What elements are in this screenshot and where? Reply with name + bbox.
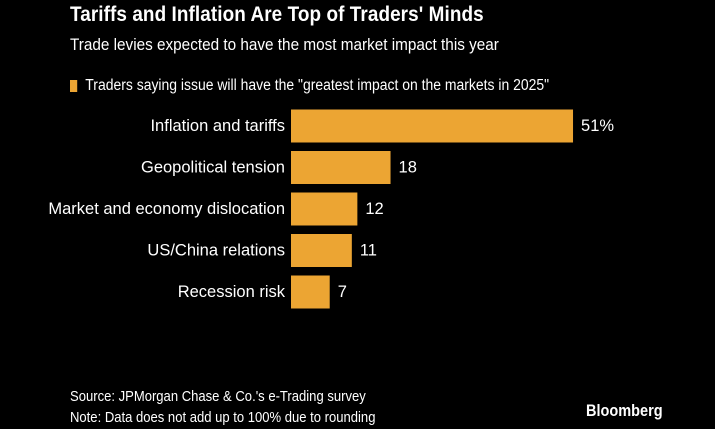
category-label-2: Market and economy dislocation [48,200,285,218]
bloomberg-logo: Bloomberg [586,402,663,420]
bar-0 [291,109,574,143]
footnote: Note: Data does not add up to 100% due t… [70,410,376,426]
category-label-1: Geopolitical tension [141,159,285,177]
value-label-2: 12 [365,200,383,218]
chart-title: Tariffs and Inflation Are Top of Traders… [70,3,484,26]
value-label-0: 51% [581,117,614,135]
legend-swatch [70,80,78,92]
bar-3 [291,234,352,267]
legend: Traders saying issue will have the "grea… [70,77,549,95]
bar-1 [291,151,391,184]
category-label-3: US/China relations [147,242,285,260]
category-label-4: Recession risk [178,283,286,301]
value-label-3: 11 [360,242,377,260]
legend-label: Traders saying issue will have the "grea… [85,77,550,94]
bar-2 [291,192,358,226]
value-label-4: 7 [338,283,347,301]
value-label-1: 18 [399,159,417,177]
source-note: Source: JPMorgan Chase & Co.'s e-Trading… [70,389,366,405]
bar-4 [291,275,330,309]
category-label-0: Inflation and tariffs [150,117,285,135]
chart-subtitle: Trade levies expected to have the most m… [70,35,499,54]
